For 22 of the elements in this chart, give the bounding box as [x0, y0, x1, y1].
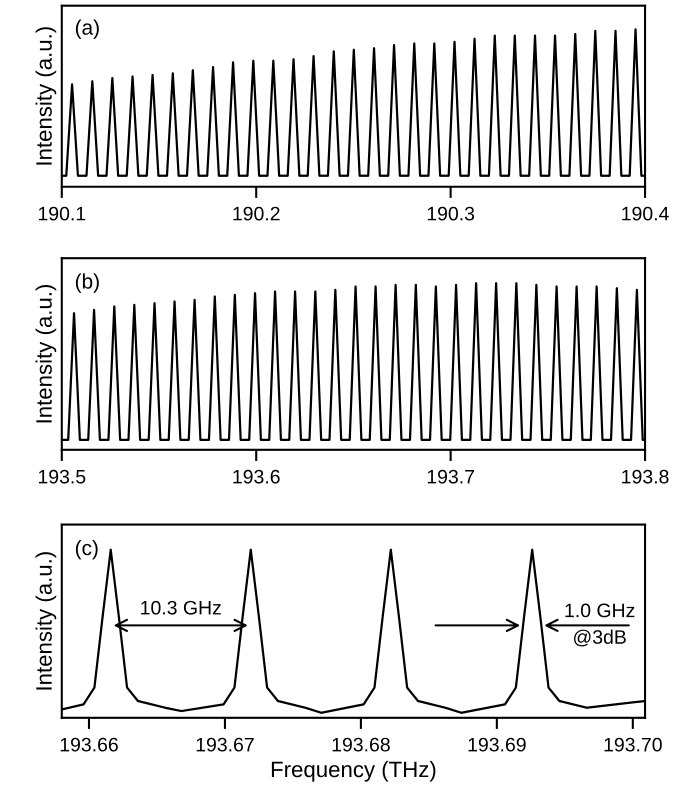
- x-tick-label: 193.7: [428, 470, 474, 484]
- y-axis-title: Intensity (a.u.): [36, 552, 56, 690]
- x-tick-label: 190.4: [622, 206, 669, 220]
- x-tick-label: 193.68: [332, 738, 390, 752]
- y-axis-title: Intensity (a.u.): [36, 27, 56, 165]
- x-tick-label: 193.69: [468, 738, 526, 752]
- y-axis-title: Intensity (a.u.): [36, 285, 56, 422]
- x-tick-label: 190.3: [428, 206, 474, 220]
- annotation: 1.0 GHz @3dB: [565, 604, 634, 646]
- x-tick-label: 193.66: [60, 738, 118, 752]
- annotation: 10.3 GHz: [141, 600, 221, 615]
- x-tick-label: 193.70: [604, 738, 662, 752]
- x-tick-label: 190.1: [38, 206, 86, 220]
- x-tick-label: 193.8: [622, 470, 669, 484]
- x-tick-label: 193.6: [233, 470, 280, 484]
- x-tick-label: 190.2: [233, 206, 280, 220]
- annotation: (b): [76, 273, 99, 293]
- annotation: (a): [76, 20, 99, 39]
- x-tick-label: 193.5: [38, 470, 86, 484]
- x-tick-label: 193.67: [196, 738, 254, 752]
- annotation: (c): [76, 540, 98, 560]
- x-axis-title: Frequency (THz): [272, 760, 436, 782]
